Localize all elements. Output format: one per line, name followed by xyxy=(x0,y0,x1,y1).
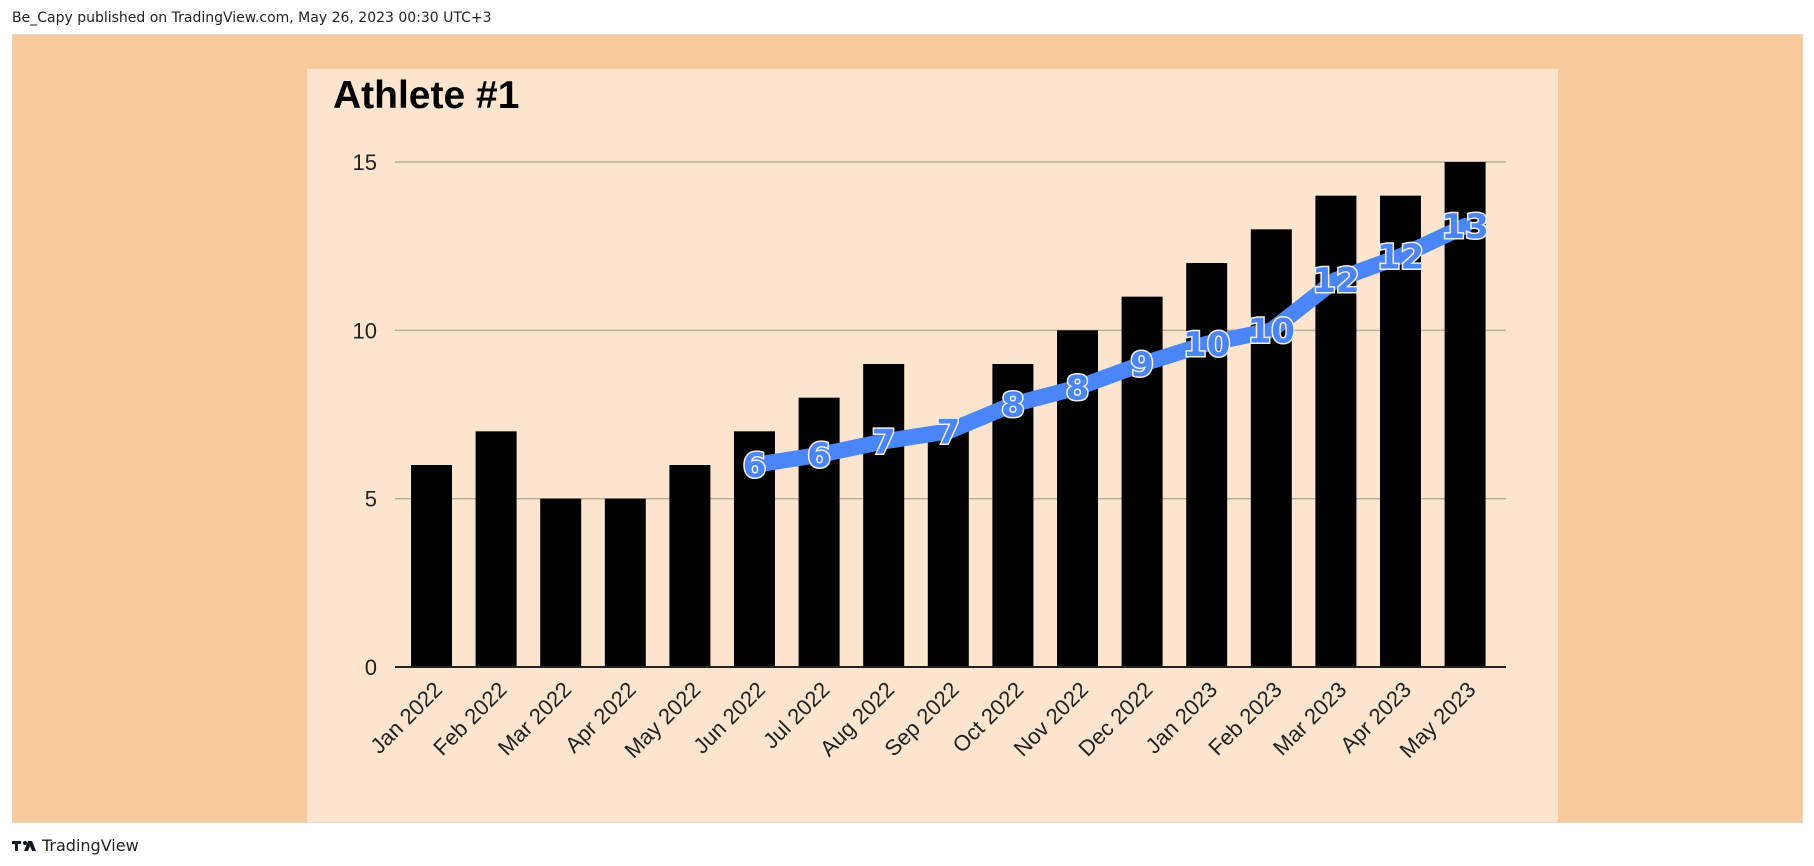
footer: TradingView xyxy=(12,836,139,855)
line-data-label: 6 xyxy=(743,446,767,486)
x-tick-label: Jun 2022 xyxy=(688,677,770,759)
bar xyxy=(475,431,517,667)
line-data-label: 6 xyxy=(807,436,831,476)
bar xyxy=(1250,229,1292,668)
bar xyxy=(863,364,905,667)
y-tick-label: 15 xyxy=(353,150,377,175)
line-data-label: 9 xyxy=(1130,345,1154,385)
line-data-label: 10 xyxy=(1183,325,1230,365)
y-tick-label: 5 xyxy=(365,487,377,512)
bar xyxy=(1380,195,1421,667)
bar xyxy=(540,498,582,667)
line-data-label: 8 xyxy=(1001,385,1025,425)
bar xyxy=(1444,162,1486,667)
bar xyxy=(669,465,711,667)
line-data-label: 10 xyxy=(1248,311,1295,351)
bar xyxy=(411,465,452,667)
tradingview-brand[interactable]: TradingView xyxy=(42,836,139,855)
line-data-label: 7 xyxy=(936,412,960,452)
publish-info: Be_Capy published on TradingView.com, Ma… xyxy=(12,10,492,26)
line-series xyxy=(746,217,1474,473)
line-data-label: 13 xyxy=(1441,207,1488,247)
chart-title: Athlete #1 xyxy=(333,74,520,117)
line-data-label: 12 xyxy=(1312,261,1359,301)
line-data-label: 12 xyxy=(1377,237,1424,277)
bar xyxy=(1186,263,1228,667)
tradingview-logo-icon[interactable] xyxy=(12,839,36,853)
bar xyxy=(927,431,969,667)
line-data-label: 8 xyxy=(1066,369,1090,409)
bar xyxy=(798,397,840,667)
line-data-label: 7 xyxy=(872,422,896,462)
y-tick-label: 10 xyxy=(353,318,377,343)
y-tick-label: 0 xyxy=(365,655,377,680)
bar xyxy=(604,498,646,667)
